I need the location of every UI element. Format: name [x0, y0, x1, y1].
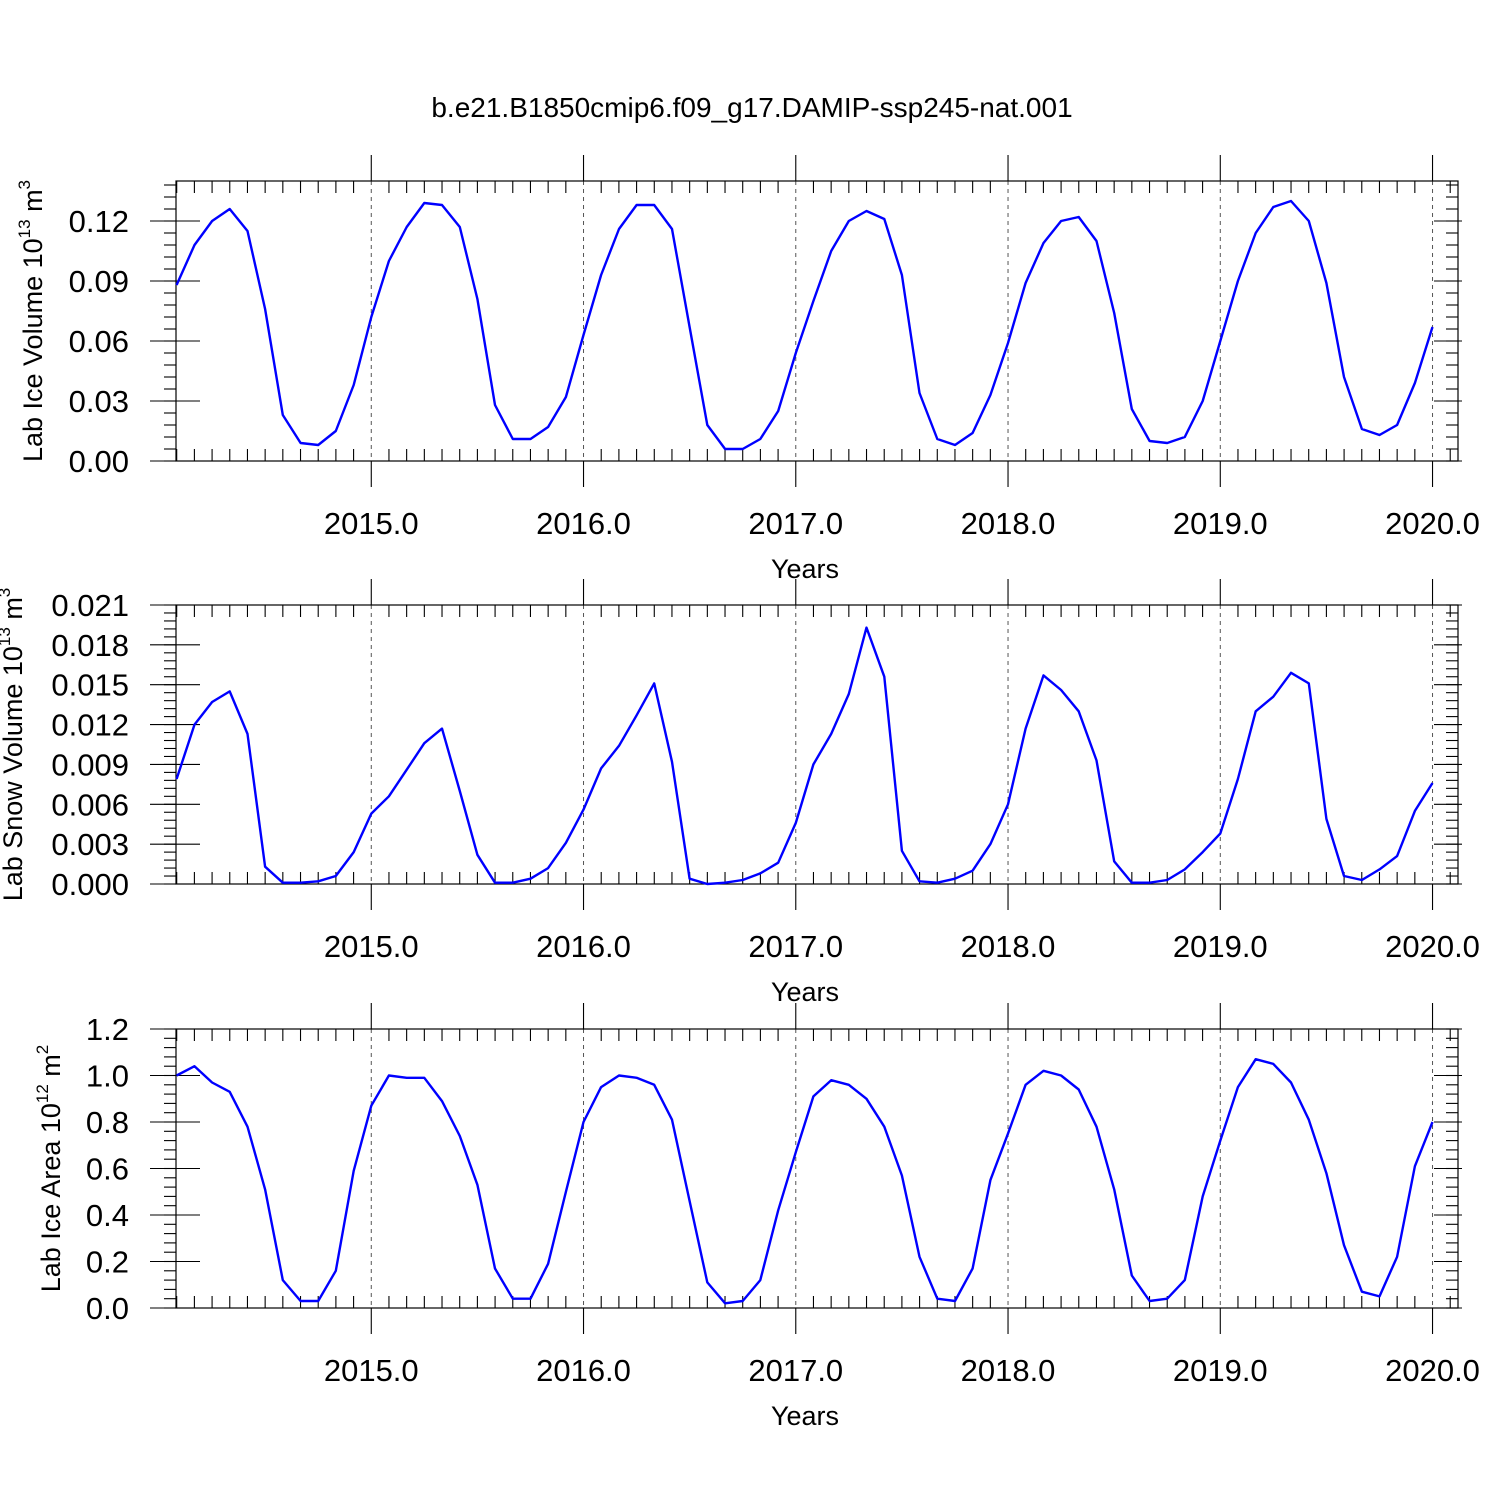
y-tick-label: 0.03 [69, 384, 129, 419]
x-tick-label: 2018.0 [961, 929, 1056, 964]
x-tick-label: 2016.0 [536, 1353, 631, 1388]
y-axis-label: Lab Ice Area 1012 m2 [33, 1045, 66, 1293]
series-line [176, 1057, 1434, 1305]
y-tick-label: 0.00 [69, 444, 129, 479]
y-axis-label-text: Lab Ice Area 10 [36, 1103, 66, 1292]
plot-frame [175, 1028, 1459, 1309]
series-line [175, 199, 1434, 451]
y-tick-label: 0.009 [51, 747, 129, 782]
y-tick-label: 0.000 [51, 867, 129, 902]
x-tick-label: 2015.0 [324, 1353, 419, 1388]
y-tick-label: 0.018 [51, 628, 129, 663]
x-tick-label: 2018.0 [961, 506, 1056, 541]
chart-panel-2: 2015.0 2016.0 2017.0 2018.0 2019.0 2020.0 0.00… [0, 579, 1480, 1007]
y-tick-label: 0.6 [86, 1152, 129, 1187]
x-tick-label: 2020.0 [1385, 506, 1480, 541]
x-tick-label: 2017.0 [748, 506, 843, 541]
y-tick-label: 1.0 [86, 1059, 129, 1094]
x-tick-label: 2019.0 [1173, 506, 1268, 541]
plot-frame [175, 604, 1459, 885]
series-line [175, 626, 1434, 886]
y-tick-label: 0.09 [69, 264, 129, 299]
x-tick-label: 2019.0 [1173, 929, 1268, 964]
x-tick-label: 2018.0 [961, 1353, 1056, 1388]
y-tick-label: 0.06 [69, 324, 129, 359]
y-tick-label: 0.015 [51, 668, 129, 703]
y-axis-label: Lab Ice Volume 1013 m3 [15, 180, 48, 462]
y-axis-label-unit: m [0, 597, 28, 627]
x-tick-label: 2019.0 [1173, 1353, 1268, 1388]
x-axis-label: Years [771, 1401, 839, 1431]
x-axis-label: Years [771, 977, 839, 1007]
y-axis-label-exponent: 13 [0, 627, 14, 646]
y-tick-label: 1.2 [86, 1012, 129, 1047]
y-axis-label-unit: m [18, 189, 48, 219]
x-tick-label: 2017.0 [748, 1353, 843, 1388]
x-axis-label: Years [771, 554, 839, 584]
x-tick-label: 2020.0 [1385, 929, 1480, 964]
y-tick-label: 0.2 [86, 1245, 129, 1280]
x-tick-label: 2016.0 [536, 929, 631, 964]
y-tick-label: 0.4 [86, 1198, 129, 1233]
y-tick-label: 0.8 [86, 1105, 129, 1140]
x-tick-label: 2016.0 [536, 506, 631, 541]
y-tick-label: 0.012 [51, 708, 129, 743]
plot-frame [175, 180, 1459, 462]
y-tick-label: 0.003 [51, 827, 129, 862]
x-tick-label: 2020.0 [1385, 1353, 1480, 1388]
y-axis-label-exponent: 12 [33, 1084, 52, 1103]
x-tick-label: 2015.0 [324, 506, 419, 541]
y-tick-label: 0.006 [51, 787, 129, 822]
y-axis-label-unit-exponent: 3 [0, 588, 14, 597]
y-axis-label-text: Lab Snow Volume 10 [0, 646, 28, 901]
y-axis-label-unit-exponent: 2 [33, 1045, 52, 1054]
y-tick-label: 0.0 [86, 1291, 129, 1326]
y-axis-label-exponent: 13 [15, 219, 34, 238]
chart-panel-3: 2015.0 2016.0 2017.0 2018.0 2019.0 2020.0 0.0 0… [33, 1003, 1480, 1431]
y-axis-label-unit: m [36, 1054, 66, 1084]
x-tick-label: 2015.0 [324, 929, 419, 964]
y-tick-label: 0.12 [69, 204, 129, 239]
y-tick-label: 0.021 [51, 588, 129, 623]
y-axis-label-unit-exponent: 3 [15, 180, 34, 189]
chart-panel-1: 2015.0 2016.0 2017.0 2018.0 2019.0 2020.0 0.00… [15, 155, 1480, 584]
chart-title: b.e21.B1850cmip6.f09_g17.DAMIP-ssp245-na… [431, 92, 1072, 123]
x-tick-label: 2017.0 [748, 929, 843, 964]
y-axis-label: Lab Snow Volume 1013 m3 [0, 588, 28, 902]
y-axis-label-text: Lab Ice Volume 10 [18, 238, 48, 462]
